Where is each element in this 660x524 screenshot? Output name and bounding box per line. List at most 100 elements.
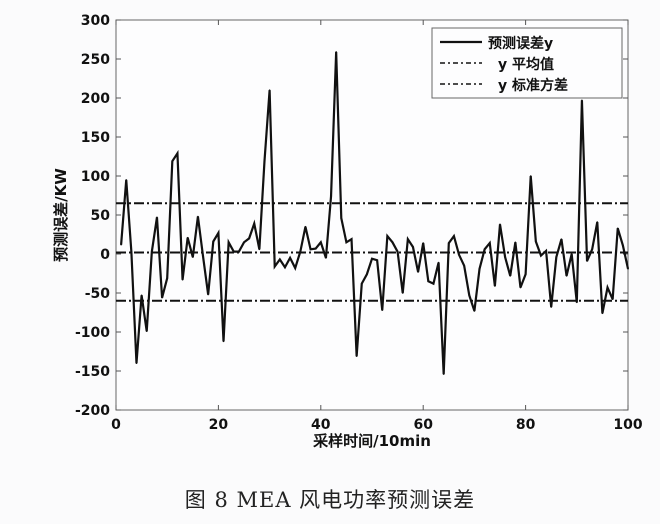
data-point bbox=[376, 259, 378, 262]
data-point bbox=[448, 242, 450, 244]
data-point bbox=[207, 293, 209, 296]
data-point bbox=[519, 286, 522, 289]
data-point bbox=[371, 257, 373, 260]
data-point bbox=[161, 296, 163, 299]
data-point bbox=[304, 225, 307, 228]
data-point bbox=[330, 195, 332, 198]
x-tick-label: 20 bbox=[209, 417, 229, 433]
data-point bbox=[545, 250, 547, 252]
y-tick-label: 250 bbox=[81, 52, 110, 68]
data-point bbox=[386, 235, 389, 237]
data-point bbox=[350, 238, 353, 240]
data-point bbox=[478, 268, 481, 270]
data-point bbox=[499, 223, 501, 226]
data-point bbox=[524, 273, 527, 276]
data-point bbox=[263, 160, 266, 162]
data-point bbox=[279, 258, 281, 261]
data-point bbox=[366, 273, 368, 276]
data-point bbox=[576, 301, 578, 304]
data-point bbox=[289, 257, 291, 259]
data-point bbox=[591, 248, 593, 251]
data-point bbox=[550, 306, 552, 308]
data-point bbox=[166, 277, 168, 279]
data-point bbox=[570, 253, 573, 255]
data-point bbox=[463, 264, 465, 267]
x-tick-label: 100 bbox=[613, 417, 642, 433]
data-point bbox=[299, 250, 302, 253]
y-tick-label: 200 bbox=[81, 91, 110, 107]
data-point bbox=[360, 282, 363, 285]
data-point bbox=[284, 266, 286, 269]
data-point bbox=[202, 255, 204, 258]
data-point bbox=[171, 160, 174, 162]
data-point bbox=[186, 236, 189, 239]
legend-label: y 平均值 bbox=[498, 56, 554, 73]
data-point bbox=[535, 240, 537, 243]
data-point bbox=[432, 282, 435, 285]
x-axis-label: 采样时间/10min bbox=[312, 432, 431, 450]
y-tick-label: 0 bbox=[100, 247, 110, 263]
data-point bbox=[253, 222, 256, 225]
data-point bbox=[140, 294, 143, 297]
legend bbox=[431, 27, 623, 99]
data-point bbox=[258, 248, 261, 251]
figure-caption: 图 8 MEA 风电功率预测误差 bbox=[184, 488, 476, 512]
data-point bbox=[135, 362, 138, 365]
line-chart: 0 20 40 60 80 100 -200 -150 -100 -50 0 50 100 150 200 2… bbox=[52, 13, 643, 450]
data-point bbox=[417, 271, 419, 273]
data-point bbox=[192, 256, 194, 258]
data-point bbox=[396, 250, 399, 253]
data-point bbox=[565, 275, 568, 277]
data-point bbox=[151, 250, 153, 253]
data-point bbox=[125, 179, 128, 181]
data-point bbox=[335, 51, 337, 53]
data-point bbox=[273, 265, 276, 268]
data-point bbox=[504, 256, 506, 258]
data-point bbox=[355, 355, 358, 357]
data-point bbox=[442, 373, 445, 375]
data-point bbox=[622, 244, 624, 247]
legend-label: 预测误差y bbox=[488, 35, 553, 52]
data-point bbox=[601, 312, 604, 315]
data-point bbox=[616, 227, 619, 230]
data-point bbox=[325, 257, 327, 259]
y-tick-label: -50 bbox=[85, 286, 111, 302]
y-tick-label: 100 bbox=[81, 169, 110, 185]
data-point bbox=[248, 237, 250, 240]
data-point bbox=[197, 215, 199, 218]
y-tick-label: 50 bbox=[91, 208, 111, 224]
data-point bbox=[586, 260, 588, 262]
data-point bbox=[145, 330, 148, 333]
x-tick-label: 0 bbox=[111, 417, 121, 433]
data-point bbox=[514, 241, 517, 244]
legend-label: y 标准方差 bbox=[498, 77, 568, 94]
data-point bbox=[243, 241, 245, 244]
data-point bbox=[596, 221, 599, 223]
data-point bbox=[458, 253, 460, 256]
data-point bbox=[120, 243, 122, 246]
data-point bbox=[488, 242, 491, 244]
data-point bbox=[156, 216, 158, 219]
data-point bbox=[581, 99, 583, 102]
x-tick-label: 80 bbox=[516, 417, 536, 433]
data-point bbox=[222, 340, 225, 343]
data-point bbox=[314, 247, 317, 250]
data-point bbox=[468, 294, 471, 297]
data-point bbox=[412, 246, 414, 248]
data-point bbox=[606, 286, 609, 289]
data-point bbox=[494, 285, 496, 287]
data-point bbox=[427, 280, 430, 283]
data-point bbox=[320, 241, 322, 244]
data-point bbox=[422, 242, 425, 244]
error-series-line bbox=[120, 51, 630, 375]
data-point bbox=[294, 267, 297, 269]
y-tick-label: -100 bbox=[75, 325, 110, 341]
y-tick-label: -200 bbox=[75, 403, 110, 419]
data-point bbox=[268, 89, 271, 91]
data-point bbox=[130, 250, 133, 253]
data-point bbox=[540, 254, 542, 257]
data-point bbox=[437, 261, 440, 264]
data-point bbox=[381, 309, 384, 311]
data-point bbox=[232, 250, 235, 253]
